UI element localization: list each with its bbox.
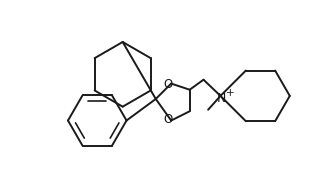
Text: O: O [163,78,173,91]
Text: +: + [226,88,235,98]
Text: N: N [216,92,226,105]
Text: O: O [163,113,173,126]
